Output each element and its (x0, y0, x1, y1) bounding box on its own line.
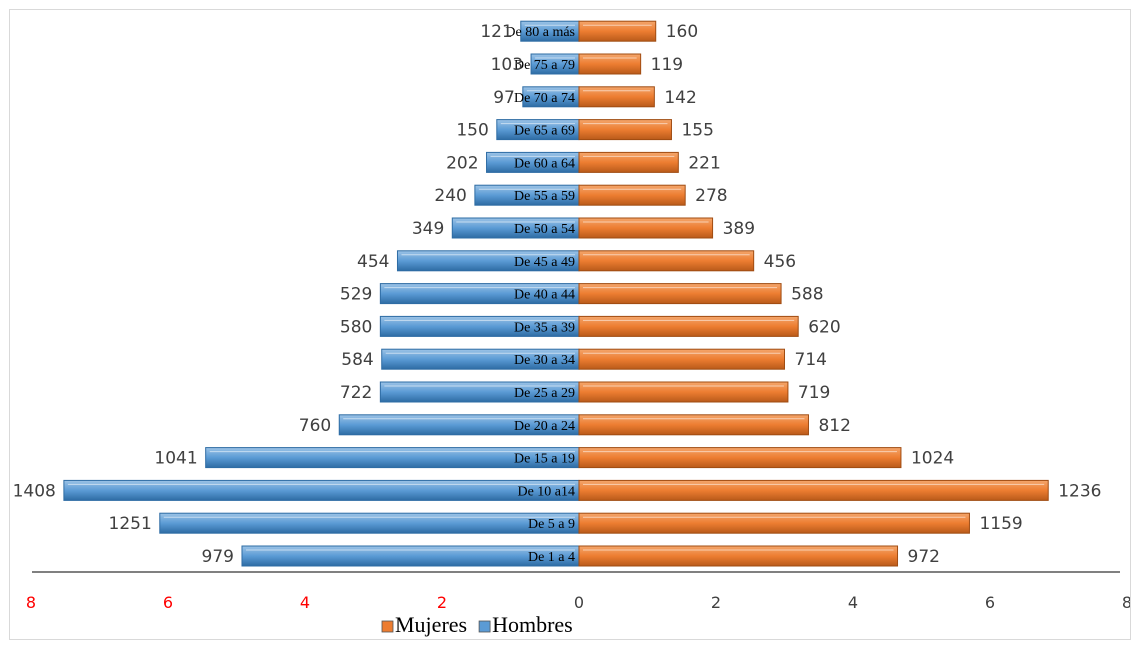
label-mujeres-7: 620 (808, 317, 840, 337)
category-label-3: De 15 a 19 (514, 452, 575, 467)
population-pyramid-chart: De 1 a 4 De 5 a 9 De 10 a14 De 15 a 19 De 20… (13, 20, 1130, 637)
bar-hombres-2 (63, 479, 580, 501)
category-label-4: De 20 a 24 (514, 419, 575, 434)
x-tick-label-7: 6 (985, 593, 995, 612)
label-mujeres-12: 221 (688, 153, 720, 173)
label-mujeres-14: 142 (664, 88, 696, 108)
bar-mujeres-2 (578, 479, 1049, 501)
legend-label-0: Mujeres (395, 612, 467, 637)
bar-mujeres-1 (578, 512, 970, 534)
x-tick-label-8: 8 (1122, 593, 1130, 612)
category-label-11: De 55 a 59 (514, 189, 575, 204)
x-tick-label-6: 4 (848, 593, 858, 612)
bar-mujeres-12 (578, 151, 679, 173)
bar-mujeres-9 (578, 250, 755, 272)
category-label-1: De 5 a 9 (528, 517, 575, 532)
bar-mujeres-8 (578, 283, 782, 305)
label-mujeres-15: 119 (651, 55, 683, 75)
category-label-10: De 50 a 54 (514, 222, 575, 237)
bar-mujeres-6 (578, 348, 785, 370)
bar-mujeres-5 (578, 381, 789, 403)
label-mujeres-16: 160 (666, 22, 698, 42)
chart-frame: De 1 a 4 De 5 a 9 De 10 a14 De 15 a 19 De 20… (9, 9, 1131, 640)
label-mujeres-11: 278 (695, 186, 727, 206)
label-hombres-2: 1408 (13, 481, 56, 501)
legend-swatch-1 (478, 620, 491, 633)
category-label-6: De 30 a 34 (514, 353, 575, 368)
bar-mujeres-11 (578, 184, 686, 206)
label-hombres-13: 150 (456, 121, 488, 141)
category-label-16: De 80 a más (505, 25, 575, 40)
bar-mujeres-7 (578, 315, 799, 337)
category-label-0: De 1 a 4 (528, 550, 575, 565)
label-hombres-1: 1251 (109, 514, 152, 534)
category-label-12: De 60 a 64 (514, 156, 575, 171)
bar-mujeres-15 (578, 53, 642, 75)
bar-mujeres-4 (578, 414, 809, 436)
category-label-2: De 10 a14 (517, 484, 575, 499)
legend-item-mujeres: Mujeres (381, 612, 467, 637)
label-hombres-5: 722 (340, 383, 372, 403)
bar-mujeres-10 (578, 217, 714, 239)
label-hombres-11: 240 (434, 186, 466, 206)
label-hombres-3: 1041 (154, 449, 197, 469)
category-label-7: De 35 a 39 (514, 320, 575, 335)
label-mujeres-9: 456 (764, 252, 796, 272)
label-mujeres-5: 719 (798, 383, 830, 403)
label-hombres-8: 529 (340, 285, 372, 305)
label-hombres-15: 103 (491, 55, 523, 75)
category-label-15: De 75 a 79 (514, 58, 575, 73)
label-mujeres-10: 389 (723, 219, 755, 239)
label-hombres-6: 584 (341, 350, 373, 370)
label-hombres-9: 454 (357, 252, 389, 272)
category-label-8: De 40 a 44 (514, 288, 575, 303)
x-tick-label-4: 0 (574, 593, 584, 612)
x-tick-label-5: 2 (711, 593, 721, 612)
label-mujeres-6: 714 (795, 350, 827, 370)
bar-hombres-1 (159, 512, 580, 534)
bar-mujeres-13 (578, 119, 672, 141)
category-label-5: De 25 a 29 (514, 386, 575, 401)
category-label-14: De 70 a 74 (514, 91, 575, 106)
label-mujeres-8: 588 (791, 285, 823, 305)
label-mujeres-1: 1159 (979, 514, 1022, 534)
label-hombres-7: 580 (340, 317, 372, 337)
label-hombres-14: 97 (493, 88, 515, 108)
bar-mujeres-16 (578, 20, 657, 42)
label-mujeres-0: 972 (908, 547, 940, 567)
label-hombres-0: 979 (202, 547, 234, 567)
bar-mujeres-0 (578, 545, 899, 567)
label-hombres-12: 202 (446, 153, 478, 173)
legend-item-hombres: Hombres (478, 612, 573, 637)
label-mujeres-4: 812 (818, 416, 850, 436)
label-hombres-4: 760 (299, 416, 331, 436)
label-hombres-10: 349 (412, 219, 444, 239)
legend-label-1: Hombres (492, 612, 573, 637)
label-mujeres-2: 1236 (1058, 481, 1101, 501)
category-label-13: De 65 a 69 (514, 124, 575, 139)
label-mujeres-3: 1024 (911, 449, 954, 469)
legend-swatch-0 (381, 620, 394, 633)
x-tick-label-1: 6 (163, 593, 173, 612)
x-tick-label-2: 4 (300, 593, 310, 612)
bar-mujeres-14 (578, 86, 655, 108)
label-hombres-16: 121 (480, 22, 512, 42)
x-tick-label-3: 2 (437, 593, 447, 612)
bar-mujeres-3 (578, 447, 902, 469)
x-tick-label-0: 8 (26, 593, 36, 612)
category-label-9: De 45 a 49 (514, 255, 575, 270)
label-mujeres-13: 155 (681, 121, 713, 141)
